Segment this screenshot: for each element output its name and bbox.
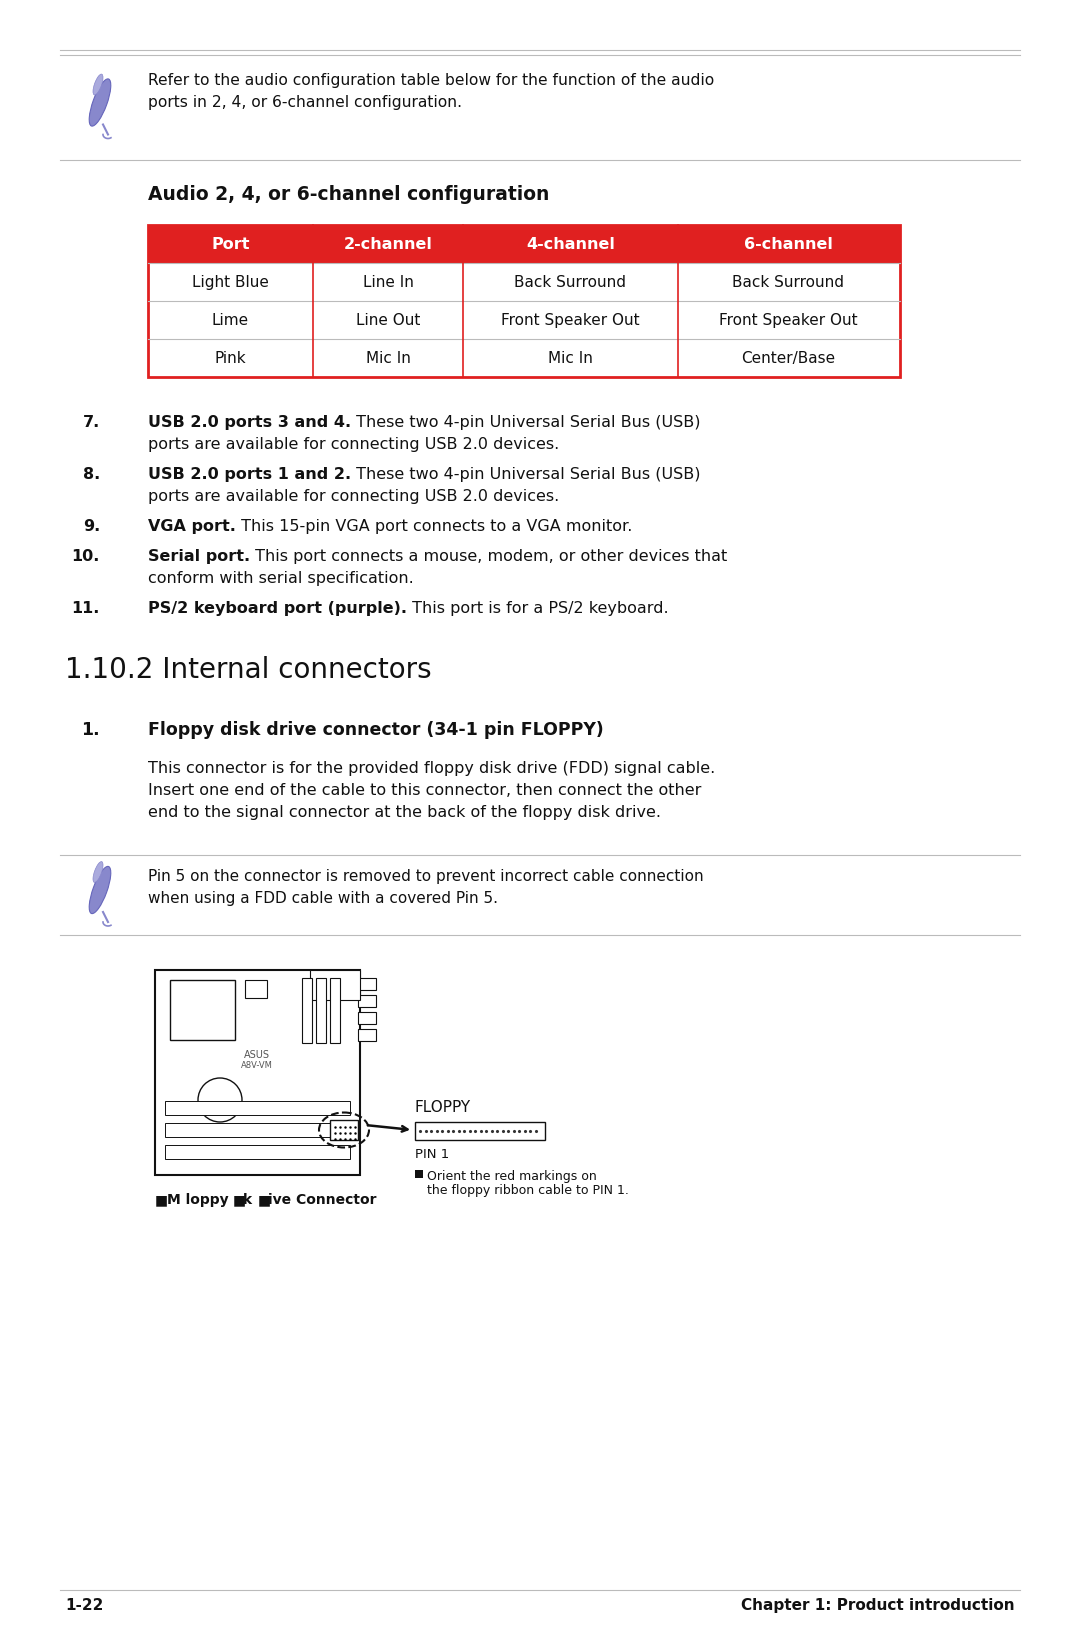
Ellipse shape (93, 75, 103, 94)
Bar (357, 996, 376, 1007)
Text: Front Speaker Out: Front Speaker Out (501, 312, 639, 327)
Text: Line Out: Line Out (355, 312, 420, 327)
Text: M loppy: M loppy (167, 1193, 233, 1207)
Text: 7.: 7. (83, 415, 100, 430)
Text: VGA port.: VGA port. (148, 519, 235, 534)
Text: Front Speaker Out: Front Speaker Out (718, 312, 858, 327)
Text: Light Blue: Light Blue (192, 275, 269, 290)
Bar (310, 970, 360, 1001)
Bar (330, 978, 340, 1043)
Text: 2-channel: 2-channel (343, 236, 432, 252)
Text: ■: ■ (258, 1193, 271, 1207)
Text: 9.: 9. (83, 519, 100, 534)
Text: 11.: 11. (71, 600, 100, 617)
Text: A8V-VM: A8V-VM (241, 1061, 273, 1071)
Text: the floppy ribbon cable to PIN 1.: the floppy ribbon cable to PIN 1. (427, 1184, 629, 1197)
Text: Refer to the audio configuration table below for the function of the audio
ports: Refer to the audio configuration table b… (148, 73, 714, 111)
Text: ASUS: ASUS (244, 1049, 270, 1061)
Text: Back Surround: Back Surround (732, 275, 843, 290)
Text: This connector is for the provided floppy disk drive (FDD) signal cable.: This connector is for the provided flopp… (148, 761, 715, 776)
Bar (415, 1170, 423, 1178)
Bar (165, 1145, 350, 1158)
Text: ive Connector: ive Connector (268, 1193, 377, 1207)
Text: 6-channel: 6-channel (743, 236, 833, 252)
Ellipse shape (90, 867, 111, 914)
Text: These two 4-pin Universal Serial Bus (USB): These two 4-pin Universal Serial Bus (US… (351, 415, 701, 430)
Bar (165, 1123, 350, 1137)
Text: when using a FDD cable with a covered Pin 5.: when using a FDD cable with a covered Pi… (148, 892, 498, 906)
Text: 1.10.2 Internal connectors: 1.10.2 Internal connectors (65, 656, 432, 683)
Bar (245, 979, 267, 997)
Bar (415, 1123, 545, 1141)
Text: ports are available for connecting USB 2.0 devices.: ports are available for connecting USB 2… (148, 490, 559, 504)
Text: conform with serial specification.: conform with serial specification. (148, 571, 414, 586)
Bar (165, 1101, 350, 1114)
Text: 8.: 8. (83, 467, 100, 482)
Text: Back Surround: Back Surround (514, 275, 626, 290)
Text: Port: Port (212, 236, 249, 252)
Text: Chapter 1: Product introduction: Chapter 1: Product introduction (741, 1598, 1015, 1612)
Bar (156, 970, 360, 1175)
Text: USB 2.0 ports 3 and 4.: USB 2.0 ports 3 and 4. (148, 415, 351, 430)
Text: FLOPPY: FLOPPY (415, 1100, 471, 1114)
Text: Center/Base: Center/Base (741, 350, 835, 366)
Text: These two 4-pin Universal Serial Bus (USB): These two 4-pin Universal Serial Bus (US… (351, 467, 701, 482)
Text: Pink: Pink (215, 350, 246, 366)
Text: PS/2 keyboard port (purple).: PS/2 keyboard port (purple). (148, 600, 407, 617)
Text: PIN 1: PIN 1 (415, 1149, 449, 1162)
Text: This 15-pin VGA port connects to a VGA monitor.: This 15-pin VGA port connects to a VGA m… (235, 519, 632, 534)
Bar (357, 978, 376, 989)
Text: Mic In: Mic In (365, 350, 410, 366)
Text: Mic In: Mic In (548, 350, 593, 366)
Bar (357, 1012, 376, 1023)
Text: This port is for a PS/2 keyboard.: This port is for a PS/2 keyboard. (407, 600, 669, 617)
Text: end to the signal connector at the back of the floppy disk drive.: end to the signal connector at the back … (148, 805, 661, 820)
Bar (148, 225, 900, 264)
Text: Serial port.: Serial port. (148, 548, 251, 565)
Bar (148, 264, 900, 301)
Bar (330, 1119, 357, 1141)
Text: Orient the red markings on: Orient the red markings on (427, 1170, 597, 1183)
Text: ports are available for connecting USB 2.0 devices.: ports are available for connecting USB 2… (148, 438, 559, 452)
Bar (170, 979, 235, 1040)
Text: 1.: 1. (81, 721, 100, 739)
Text: ■: ■ (156, 1193, 168, 1207)
Text: k: k (243, 1193, 257, 1207)
Bar (148, 301, 900, 338)
Text: Audio 2, 4, or 6-channel configuration: Audio 2, 4, or 6-channel configuration (148, 185, 550, 203)
Circle shape (198, 1079, 242, 1123)
Text: Line In: Line In (363, 275, 414, 290)
Text: 10.: 10. (71, 548, 100, 565)
Text: Pin 5 on the connector is removed to prevent incorrect cable connection: Pin 5 on the connector is removed to pre… (148, 869, 704, 883)
Text: This port connects a mouse, modem, or other devices that: This port connects a mouse, modem, or ot… (251, 548, 727, 565)
Text: Insert one end of the cable to this connector, then connect the other: Insert one end of the cable to this conn… (148, 783, 701, 797)
Text: ■: ■ (233, 1193, 246, 1207)
Bar (148, 225, 900, 377)
Ellipse shape (90, 78, 111, 127)
Text: 1-22: 1-22 (65, 1598, 104, 1612)
Text: Lime: Lime (212, 312, 249, 327)
Ellipse shape (93, 862, 103, 882)
Bar (357, 1028, 376, 1041)
Bar (302, 978, 312, 1043)
Text: USB 2.0 ports 1 and 2.: USB 2.0 ports 1 and 2. (148, 467, 351, 482)
Text: 4-channel: 4-channel (526, 236, 615, 252)
Bar (316, 978, 326, 1043)
Text: Floppy disk drive connector (34-1 pin FLOPPY): Floppy disk drive connector (34-1 pin FL… (148, 721, 604, 739)
Bar (148, 338, 900, 377)
